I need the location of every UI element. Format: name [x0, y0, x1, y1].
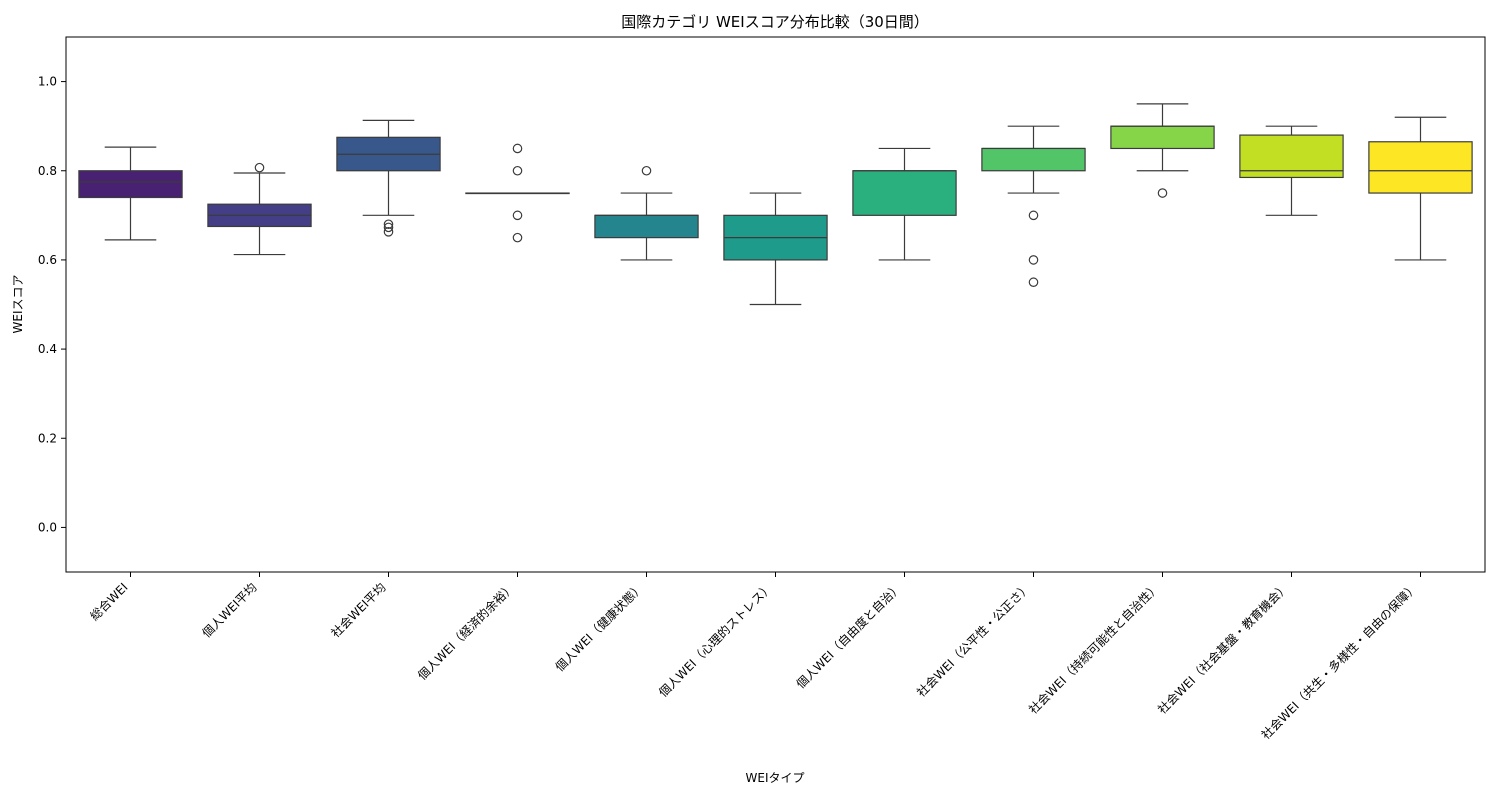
boxes — [78, 103, 1473, 306]
x-tick-label: 社会WEI（共生・多様性・自由の保障） — [1258, 580, 1421, 743]
x-tick-label: 社会WEI（社会基盤・教育機会） — [1154, 580, 1291, 717]
x-tick-label: 個人WEI平均 — [200, 580, 260, 640]
box-iqr — [1110, 125, 1215, 150]
box-iqr — [852, 170, 957, 216]
x-axis: 総合WEI 個人WEI平均 社会WEI平均 個人WEI（経済的余裕） 個人WEI（健康状… — [87, 572, 1421, 742]
box-iqr — [1368, 141, 1473, 194]
y-tick-label: 0.2 — [38, 431, 57, 445]
x-axis-label: WEIタイプ — [746, 771, 805, 785]
outlier-point — [512, 232, 523, 243]
x-tick-label: 社会WEI（公平性・公正さ） — [913, 580, 1033, 700]
chart-title: 国際カテゴリ WEIスコア分布比較（30日間） — [621, 13, 929, 31]
x-tick-label: 個人WEI（健康状態） — [552, 580, 647, 675]
y-axis: 0.0 0.2 0.4 0.6 0.8 1.0 — [38, 75, 66, 534]
outlier-point — [383, 219, 394, 230]
x-tick-label: 社会WEI（持続可能性と自治性） — [1025, 580, 1162, 717]
outlier-point — [641, 165, 652, 176]
y-tick-label: 0.8 — [38, 164, 57, 178]
outlier-point — [1028, 277, 1039, 288]
x-tick-label: 個人WEI（心理的ストレス） — [655, 580, 775, 700]
y-tick-label: 0.4 — [38, 342, 57, 356]
box-group — [1239, 125, 1344, 216]
x-tick-label: 社会WEI平均 — [328, 580, 389, 641]
box-group — [78, 146, 183, 241]
outlier-point — [1028, 210, 1039, 221]
box-iqr — [594, 214, 699, 239]
outlier-point — [383, 222, 394, 233]
y-axis-label: WEIスコア — [11, 275, 25, 334]
box-group — [852, 147, 957, 261]
box-group — [1368, 116, 1473, 261]
outlier-point — [512, 165, 523, 176]
outlier-point — [1028, 255, 1039, 265]
x-tick-label: 個人WEI（経済的余裕） — [414, 580, 517, 683]
x-tick-label: 総合WEI — [87, 580, 131, 624]
box-group — [207, 162, 312, 256]
outlier-point — [1157, 188, 1168, 198]
box-group — [336, 119, 441, 237]
outlier-point — [254, 162, 265, 173]
box-iqr — [78, 170, 183, 199]
box-group — [1110, 103, 1215, 198]
box-group — [981, 125, 1086, 288]
box-group — [465, 143, 570, 243]
outlier-point — [512, 210, 523, 221]
y-tick-label: 0.6 — [38, 253, 57, 267]
box-group — [723, 192, 828, 306]
outlier-point — [383, 227, 394, 237]
y-tick-label: 0.0 — [38, 520, 57, 534]
box-iqr — [981, 147, 1086, 172]
outlier-point — [512, 143, 523, 154]
x-tick-label: 個人WEI（自由度と自治） — [793, 580, 905, 692]
box-group — [594, 165, 699, 261]
y-tick-label: 1.0 — [38, 75, 57, 89]
